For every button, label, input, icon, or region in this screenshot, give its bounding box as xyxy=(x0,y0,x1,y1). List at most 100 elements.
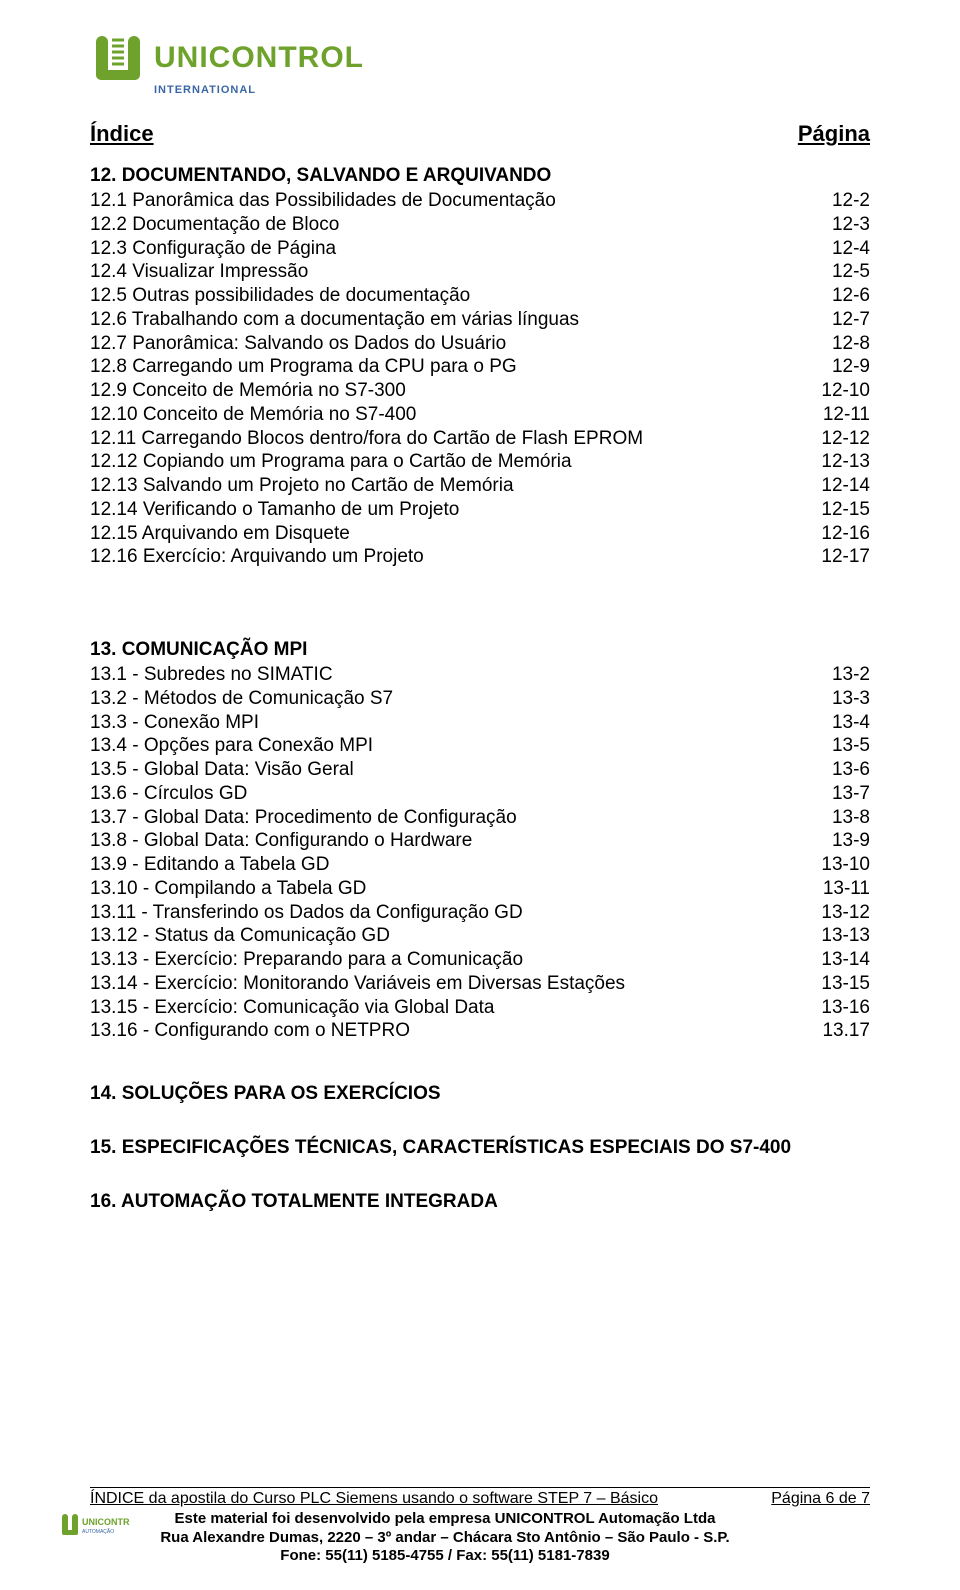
toc-line: 13.12 - Status da Comunicação GD13-13 xyxy=(90,924,870,948)
toc-page: 13-16 xyxy=(811,996,870,1020)
toc-line: 12.8 Carregando um Programa da CPU para … xyxy=(90,355,870,379)
toc-line: 13.9 - Editando a Tabela GD13-10 xyxy=(90,853,870,877)
toc-label: 13.2 - Métodos de Comunicação S7 xyxy=(90,687,822,711)
toc-page: 13-10 xyxy=(811,853,870,877)
toc-line: 12.15 Arquivando em Disquete12-16 xyxy=(90,522,870,546)
toc-label: 12.9 Conceito de Memória no S7-300 xyxy=(90,379,811,403)
toc-label: 12.4 Visualizar Impressão xyxy=(90,260,822,284)
toc-sections: 12. DOCUMENTANDO, SALVANDO E ARQUIVANDO1… xyxy=(90,165,870,1043)
logo-brand: UNICONTROL xyxy=(154,41,364,75)
toc-page: 13-12 xyxy=(811,901,870,925)
toc-label: 13.16 - Configurando com o NETPRO xyxy=(90,1019,812,1043)
index-right: Página xyxy=(798,121,870,147)
toc-line: 12.9 Conceito de Memória no S7-30012-10 xyxy=(90,379,870,403)
toc-page: 12-12 xyxy=(811,427,870,451)
toc-page: 13-14 xyxy=(811,948,870,972)
toc-line: 12.1 Panorâmica das Possibilidades de Do… xyxy=(90,189,870,213)
toc-label: 13.12 - Status da Comunicação GD xyxy=(90,924,811,948)
toc-label: 13.15 - Exercício: Comunicação via Globa… xyxy=(90,996,811,1020)
toc-page: 13-3 xyxy=(822,687,870,711)
toc-page: 12-16 xyxy=(811,522,870,546)
toc-label: 12.8 Carregando um Programa da CPU para … xyxy=(90,355,822,379)
toc-line: 13.16 - Configurando com o NETPRO13.17 xyxy=(90,1019,870,1043)
toc-page: 12-14 xyxy=(811,474,870,498)
toc-line: 13.7 - Global Data: Procedimento de Conf… xyxy=(90,806,870,830)
toc-line: 12.5 Outras possibilidades de documentaç… xyxy=(90,284,870,308)
toc-line: 13.1 - Subredes no SIMATIC13-2 xyxy=(90,663,870,687)
toc-line: 13.2 - Métodos de Comunicação S713-3 xyxy=(90,687,870,711)
toc-page: 13-7 xyxy=(822,782,870,806)
toc-page: 13.17 xyxy=(812,1019,870,1043)
toc-line: 13.4 - Opções para Conexão MPI13-5 xyxy=(90,734,870,758)
toc-label: 13.3 - Conexão MPI xyxy=(90,711,822,735)
index-left: Índice xyxy=(90,121,154,147)
standalone-title: 15. ESPECIFICAÇÕES TÉCNICAS, CARACTERÍST… xyxy=(90,1137,870,1159)
footer-line3: Rua Alexandre Dumas, 2220 – 3º andar – C… xyxy=(160,1529,729,1548)
toc-line: 12.2 Documentação de Bloco12-3 xyxy=(90,213,870,237)
toc-line: 13.13 - Exercício: Preparando para a Com… xyxy=(90,948,870,972)
toc-page: 13-11 xyxy=(813,877,870,901)
toc-label: 12.5 Outras possibilidades de documentaç… xyxy=(90,284,822,308)
toc-line: 13.6 - Círculos GD13-7 xyxy=(90,782,870,806)
toc-line: 13.14 - Exercício: Monitorando Variáveis… xyxy=(90,972,870,996)
toc-label: 12.10 Conceito de Memória no S7-400 xyxy=(90,403,813,427)
toc-line: 12.10 Conceito de Memória no S7-40012-11 xyxy=(90,403,870,427)
toc-label: 12.13 Salvando um Projeto no Cartão de M… xyxy=(90,474,811,498)
toc-label: 13.8 - Global Data: Configurando o Hardw… xyxy=(90,829,822,853)
toc-line: 13.5 - Global Data: Visão Geral13-6 xyxy=(90,758,870,782)
toc-label: 12.11 Carregando Blocos dentro/fora do C… xyxy=(90,427,811,451)
toc-page: 12-2 xyxy=(822,189,870,213)
toc-label: 12.6 Trabalhando com a documentação em v… xyxy=(90,308,822,332)
toc-page: 13-13 xyxy=(811,924,870,948)
toc-line: 12.6 Trabalhando com a documentação em v… xyxy=(90,308,870,332)
footer-logo: UNICONTROL AUTOMAÇÃO xyxy=(60,1510,130,1545)
logo-subtitle: INTERNATIONAL xyxy=(154,84,870,96)
toc-label: 13.10 - Compilando a Tabela GD xyxy=(90,877,813,901)
standalone-title: 16. AUTOMAÇÃO TOTALMENTE INTEGRADA xyxy=(90,1191,870,1213)
logo-icon xyxy=(90,30,146,86)
toc-label: 12.15 Arquivando em Disquete xyxy=(90,522,811,546)
toc-page: 12-5 xyxy=(822,260,870,284)
toc-label: 13.14 - Exercício: Monitorando Variáveis… xyxy=(90,972,811,996)
toc-label: 12.1 Panorâmica das Possibilidades de Do… xyxy=(90,189,822,213)
toc-line: 13.3 - Conexão MPI13-4 xyxy=(90,711,870,735)
toc-page: 12-3 xyxy=(822,213,870,237)
toc-page: 13-5 xyxy=(822,734,870,758)
toc-line: 13.15 - Exercício: Comunicação via Globa… xyxy=(90,996,870,1020)
toc-line: 13.10 - Compilando a Tabela GD13-11 xyxy=(90,877,870,901)
toc-line: 12.13 Salvando um Projeto no Cartão de M… xyxy=(90,474,870,498)
footer-line1-right: Página 6 de 7 xyxy=(771,1490,870,1508)
svg-text:AUTOMAÇÃO: AUTOMAÇÃO xyxy=(82,1528,114,1535)
footer-line4: Fone: 55(11) 5185-4755 / Fax: 55(11) 518… xyxy=(160,1547,729,1566)
toc-page: 12-15 xyxy=(811,498,870,522)
toc-page: 12-13 xyxy=(811,450,870,474)
toc-page: 12-17 xyxy=(811,545,870,569)
toc-page: 13-15 xyxy=(811,972,870,996)
section-title: 13. COMUNICAÇÃO MPI xyxy=(90,639,870,661)
toc-line: 12.4 Visualizar Impressão12-5 xyxy=(90,260,870,284)
toc-line: 12.16 Exercício: Arquivando um Projeto12… xyxy=(90,545,870,569)
toc-label: 13.9 - Editando a Tabela GD xyxy=(90,853,811,877)
toc-label: 12.7 Panorâmica: Salvando os Dados do Us… xyxy=(90,332,822,356)
toc-page: 13-8 xyxy=(822,806,870,830)
footer-line2: Este material foi desenvolvido pela empr… xyxy=(160,1510,729,1529)
toc-label: 13.4 - Opções para Conexão MPI xyxy=(90,734,822,758)
toc-page: 12-11 xyxy=(813,403,870,427)
toc-page: 13-2 xyxy=(822,663,870,687)
toc-page: 13-9 xyxy=(822,829,870,853)
toc-label: 12.3 Configuração de Página xyxy=(90,237,822,261)
toc-label: 13.7 - Global Data: Procedimento de Conf… xyxy=(90,806,822,830)
toc-line: 12.14 Verificando o Tamanho de um Projet… xyxy=(90,498,870,522)
toc-label: 12.14 Verificando o Tamanho de um Projet… xyxy=(90,498,811,522)
toc-label: 12.12 Copiando um Programa para o Cartão… xyxy=(90,450,811,474)
footer-rule xyxy=(90,1487,870,1488)
toc-label: 13.13 - Exercício: Preparando para a Com… xyxy=(90,948,811,972)
toc-page: 12-6 xyxy=(822,284,870,308)
toc-line: 12.11 Carregando Blocos dentro/fora do C… xyxy=(90,427,870,451)
toc-line: 13.8 - Global Data: Configurando o Hardw… xyxy=(90,829,870,853)
toc-page: 13-6 xyxy=(822,758,870,782)
toc-label: 13.11 - Transferindo os Dados da Configu… xyxy=(90,901,811,925)
toc-label: 12.2 Documentação de Bloco xyxy=(90,213,822,237)
toc-label: 13.5 - Global Data: Visão Geral xyxy=(90,758,822,782)
toc-line: 12.12 Copiando um Programa para o Cartão… xyxy=(90,450,870,474)
